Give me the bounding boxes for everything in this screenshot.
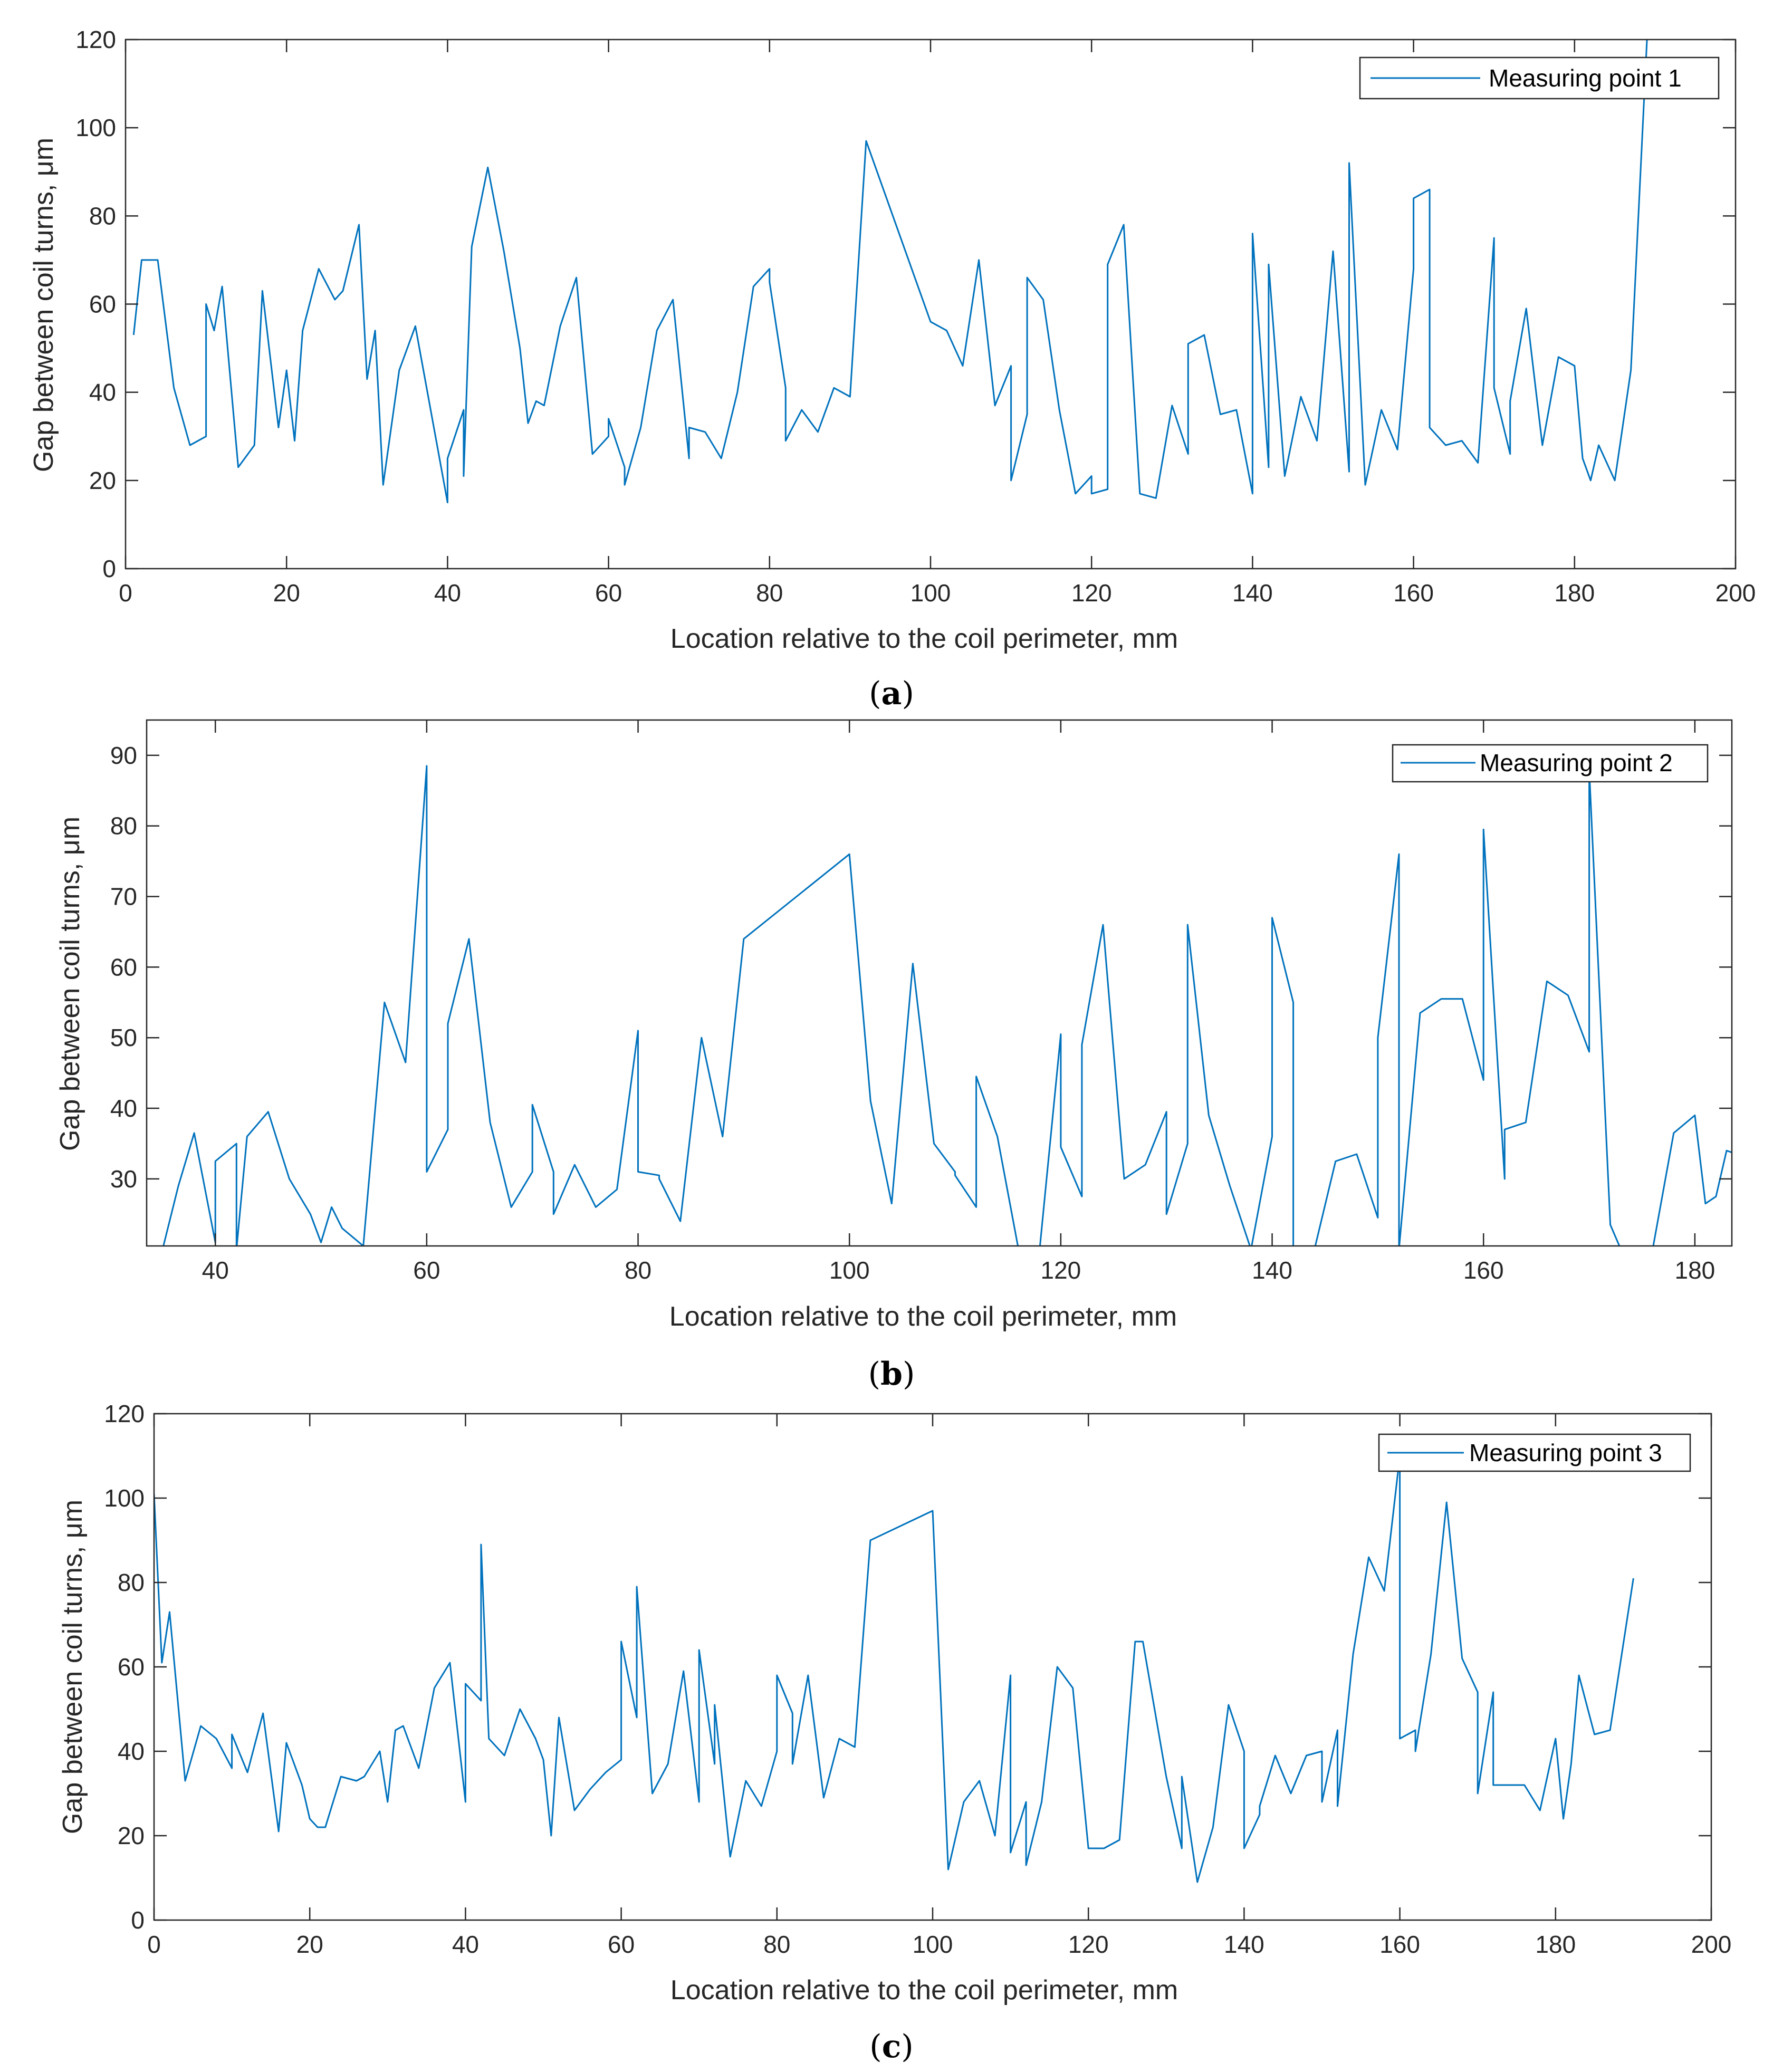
legend-a: Measuring point 1 (1359, 56, 1720, 100)
legend-label-c: Measuring point 3 (1469, 1439, 1662, 1466)
x-tick-label-b: 180 (1675, 1256, 1716, 1284)
y-tick-label-c: 60 (118, 1653, 145, 1681)
legend-b: Measuring point 2 (1392, 744, 1709, 783)
legend-c: Measuring point 3 (1378, 1433, 1691, 1472)
y-tick-label-b: 50 (110, 1024, 137, 1051)
y-tick-label-b: 60 (110, 953, 137, 981)
series-line-a-0 (132, 40, 1648, 504)
y-tick-label-a: 60 (89, 291, 116, 318)
y-ticks-b: 30 40 50 60 70 80 90 (110, 742, 1732, 1193)
y-tick-label-c: 120 (104, 1400, 145, 1427)
x-tick-label-a: 200 (1716, 579, 1756, 607)
x-tick-label-c: 0 (147, 1931, 161, 1958)
y-tick-label-b: 90 (110, 742, 137, 769)
caption-c-letter: c (882, 2028, 902, 2065)
y-tick-label-b: 30 (110, 1165, 137, 1193)
x-tick-label-b: 100 (829, 1256, 870, 1284)
x-tick-label-c: 120 (1068, 1931, 1109, 1958)
legend-label-a: Measuring point 1 (1489, 64, 1682, 92)
x-tick-label-a: 100 (911, 579, 951, 607)
legend-label-b: Measuring point 2 (1480, 749, 1673, 776)
plot-area-b (147, 720, 1732, 1246)
caption-a: (a) (869, 675, 914, 712)
series-layer-a (132, 40, 1648, 504)
plot-frame-b (146, 719, 1733, 1247)
y-tick-label-c: 80 (118, 1569, 145, 1596)
x-tick-label-a: 180 (1554, 579, 1595, 607)
x-tick-label-a: 60 (595, 579, 622, 607)
y-tick-label-a: 80 (89, 202, 116, 229)
x-tick-label-b: 140 (1252, 1256, 1292, 1284)
y-tick-label-a: 100 (75, 114, 116, 141)
caption-c-close: ) (901, 2028, 913, 2065)
x-tick-label-b: 120 (1041, 1256, 1081, 1284)
series-layer-b (162, 765, 1732, 1246)
x-axis-title-a: Location relative to the coil perimeter,… (670, 623, 1178, 654)
x-tick-label-a: 0 (119, 579, 132, 607)
y-tick-label-c: 40 (118, 1738, 145, 1765)
x-tick-label-a: 160 (1393, 579, 1434, 607)
caption-b-close: ) (903, 1356, 915, 1393)
x-tick-label-c: 80 (763, 1931, 790, 1958)
panel-c: 0 20 40 60 80 100 120 140 160 180 200 0 20 40 60 80 100… (57, 1400, 1731, 2065)
y-tick-label-a: 0 (102, 555, 116, 582)
y-tick-label-b: 40 (110, 1095, 137, 1122)
series-line-b-0 (162, 765, 1732, 1246)
x-ticks-c: 0 20 40 60 80 100 120 140 160 180 200 (147, 1414, 1731, 1958)
caption-a-open: ( (869, 675, 881, 712)
y-tick-label-a: 120 (75, 26, 116, 53)
y-axis-title-c: Gap between coil turns, μm (57, 1500, 88, 1834)
x-tick-label-c: 100 (913, 1931, 953, 1958)
caption-a-letter: a (881, 675, 902, 712)
caption-c: (c) (869, 2028, 913, 2065)
x-tick-label-c: 180 (1535, 1931, 1576, 1958)
x-tick-label-b: 60 (413, 1256, 440, 1284)
y-ticks-a: 0 20 40 60 80 100 120 (75, 26, 1736, 582)
x-tick-label-c: 160 (1379, 1931, 1420, 1958)
y-tick-label-c: 20 (118, 1822, 145, 1849)
y-ticks-c: 0 20 40 60 80 100 120 (104, 1400, 1711, 1934)
y-tick-label-a: 20 (89, 467, 116, 494)
x-tick-label-c: 60 (608, 1931, 635, 1958)
x-tick-label-b: 80 (625, 1256, 651, 1284)
y-tick-label-a: 40 (89, 379, 116, 406)
y-axis-title-b: Gap between coil turns, μm (55, 817, 85, 1151)
x-tick-label-c: 200 (1691, 1931, 1732, 1958)
x-tick-label-a: 40 (434, 579, 461, 607)
plot-area-a (126, 40, 1736, 569)
x-tick-label-a: 80 (756, 579, 783, 607)
x-axis-title-b: Location relative to the coil perimeter,… (669, 1301, 1177, 1332)
plot-area-c (154, 1414, 1711, 1920)
x-tick-label-a: 20 (273, 579, 300, 607)
x-tick-label-b: 160 (1463, 1256, 1504, 1284)
panel-a: 0 20 40 60 80 100 120 140 160 180 200 0 20 40 60 80 100… (28, 26, 1756, 712)
y-tick-label-b: 70 (110, 883, 137, 910)
x-tick-label-a: 140 (1232, 579, 1273, 607)
x-ticks-b: 40 60 80 100 120 140 160 180 (202, 720, 1716, 1284)
x-ticks-a: 0 20 40 60 80 100 120 140 160 180 200 (119, 40, 1756, 607)
x-tick-label-c: 40 (452, 1931, 479, 1958)
panel-b: 40 60 80 100 120 140 160 180 30 40 50 60 70 80 90 Loc… (55, 719, 1733, 1393)
y-tick-label-b: 80 (110, 812, 137, 840)
y-tick-label-c: 0 (131, 1906, 145, 1934)
caption-c-open: ( (869, 2028, 881, 2065)
caption-b-letter: b (880, 1356, 903, 1393)
y-axis-title-a: Gap between coil turns, μm (28, 138, 59, 472)
y-tick-label-c: 100 (104, 1484, 145, 1512)
legend-box-b (1392, 744, 1709, 783)
x-tick-label-a: 120 (1071, 579, 1112, 607)
x-tick-label-c: 140 (1224, 1931, 1264, 1958)
caption-b-open: ( (868, 1356, 880, 1393)
caption-a-close: ) (902, 675, 914, 712)
x-tick-label-b: 40 (202, 1256, 229, 1284)
caption-b: (b) (868, 1356, 915, 1393)
x-tick-label-c: 20 (296, 1931, 323, 1958)
x-axis-title-c: Location relative to the coil perimeter,… (670, 1975, 1178, 2006)
